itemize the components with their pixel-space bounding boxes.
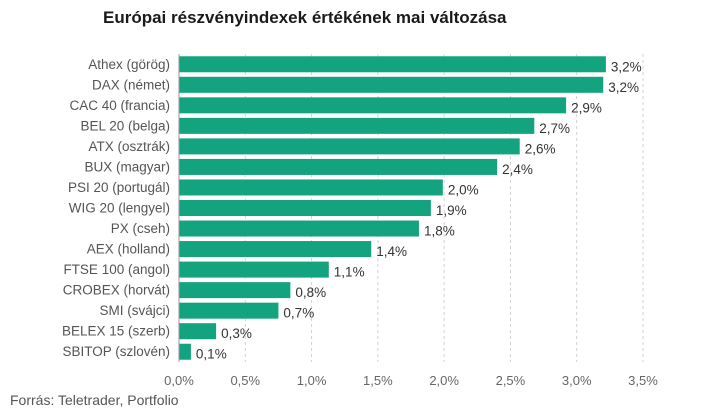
data-label: 1,9% <box>436 203 467 218</box>
category-label: BUX (magyar) <box>84 159 170 174</box>
data-label: 2,0% <box>448 182 479 197</box>
category-label: ATX (osztrák) <box>88 139 170 154</box>
category-label: DAX (német) <box>92 77 170 92</box>
chart-title: Európai részvényindexek értékének mai vá… <box>103 8 507 27</box>
data-label: 2,7% <box>539 121 570 136</box>
category-label: CAC 40 (francia) <box>69 98 170 113</box>
bar <box>179 282 291 299</box>
x-tick-label: 1,5% <box>363 373 393 388</box>
bar <box>179 179 443 196</box>
bar <box>179 138 520 155</box>
bar <box>179 97 567 114</box>
category-label: FTSE 100 (angol) <box>63 262 170 277</box>
data-label: 1,8% <box>424 224 455 239</box>
bar <box>179 302 279 319</box>
x-tick-label: 1,0% <box>297 373 327 388</box>
category-label: WIG 20 (lengyel) <box>69 201 170 216</box>
x-tick-label: 0,0% <box>164 373 194 388</box>
category-label: AEX (holland) <box>87 242 170 257</box>
data-label: 0,3% <box>221 326 252 341</box>
bar <box>179 117 535 134</box>
data-label: 2,6% <box>525 141 556 156</box>
x-tick-label: 2,0% <box>429 373 459 388</box>
x-tick-label: 3,0% <box>562 373 592 388</box>
x-tick-label: 2,5% <box>496 373 526 388</box>
bar <box>179 56 606 73</box>
bar <box>179 158 498 175</box>
data-label: 2,4% <box>502 162 533 177</box>
data-label: 0,1% <box>196 347 227 362</box>
bar <box>179 323 217 340</box>
data-label: 0,7% <box>283 306 314 321</box>
x-tick-label: 0,5% <box>230 373 260 388</box>
category-label: BEL 20 (belga) <box>80 118 170 133</box>
x-tick-label: 3,5% <box>628 373 658 388</box>
bar <box>179 200 431 216</box>
category-label: CROBEX (horvát) <box>63 283 170 298</box>
data-label: 3,2% <box>611 59 642 74</box>
data-label: 2,9% <box>571 100 602 115</box>
data-label: 3,2% <box>608 80 639 95</box>
category-label: SMI (svájci) <box>100 303 171 318</box>
category-label: PSI 20 (portugál) <box>68 180 170 195</box>
data-label: 1,4% <box>376 244 407 259</box>
data-label: 1,1% <box>334 265 365 280</box>
category-label: PX (cseh) <box>111 221 170 236</box>
source-note: Forrás: Teletrader, Portfolio <box>10 392 179 408</box>
bar <box>179 76 604 93</box>
bar <box>179 343 191 360</box>
bar <box>179 220 419 237</box>
bar <box>179 261 329 278</box>
bar <box>179 241 372 258</box>
category-label: BELEX 15 (szerb) <box>62 324 170 339</box>
category-label: Athex (görög) <box>88 57 170 72</box>
data-label: 0,8% <box>295 285 326 300</box>
category-label: SBITOP (szlovén) <box>62 344 170 359</box>
